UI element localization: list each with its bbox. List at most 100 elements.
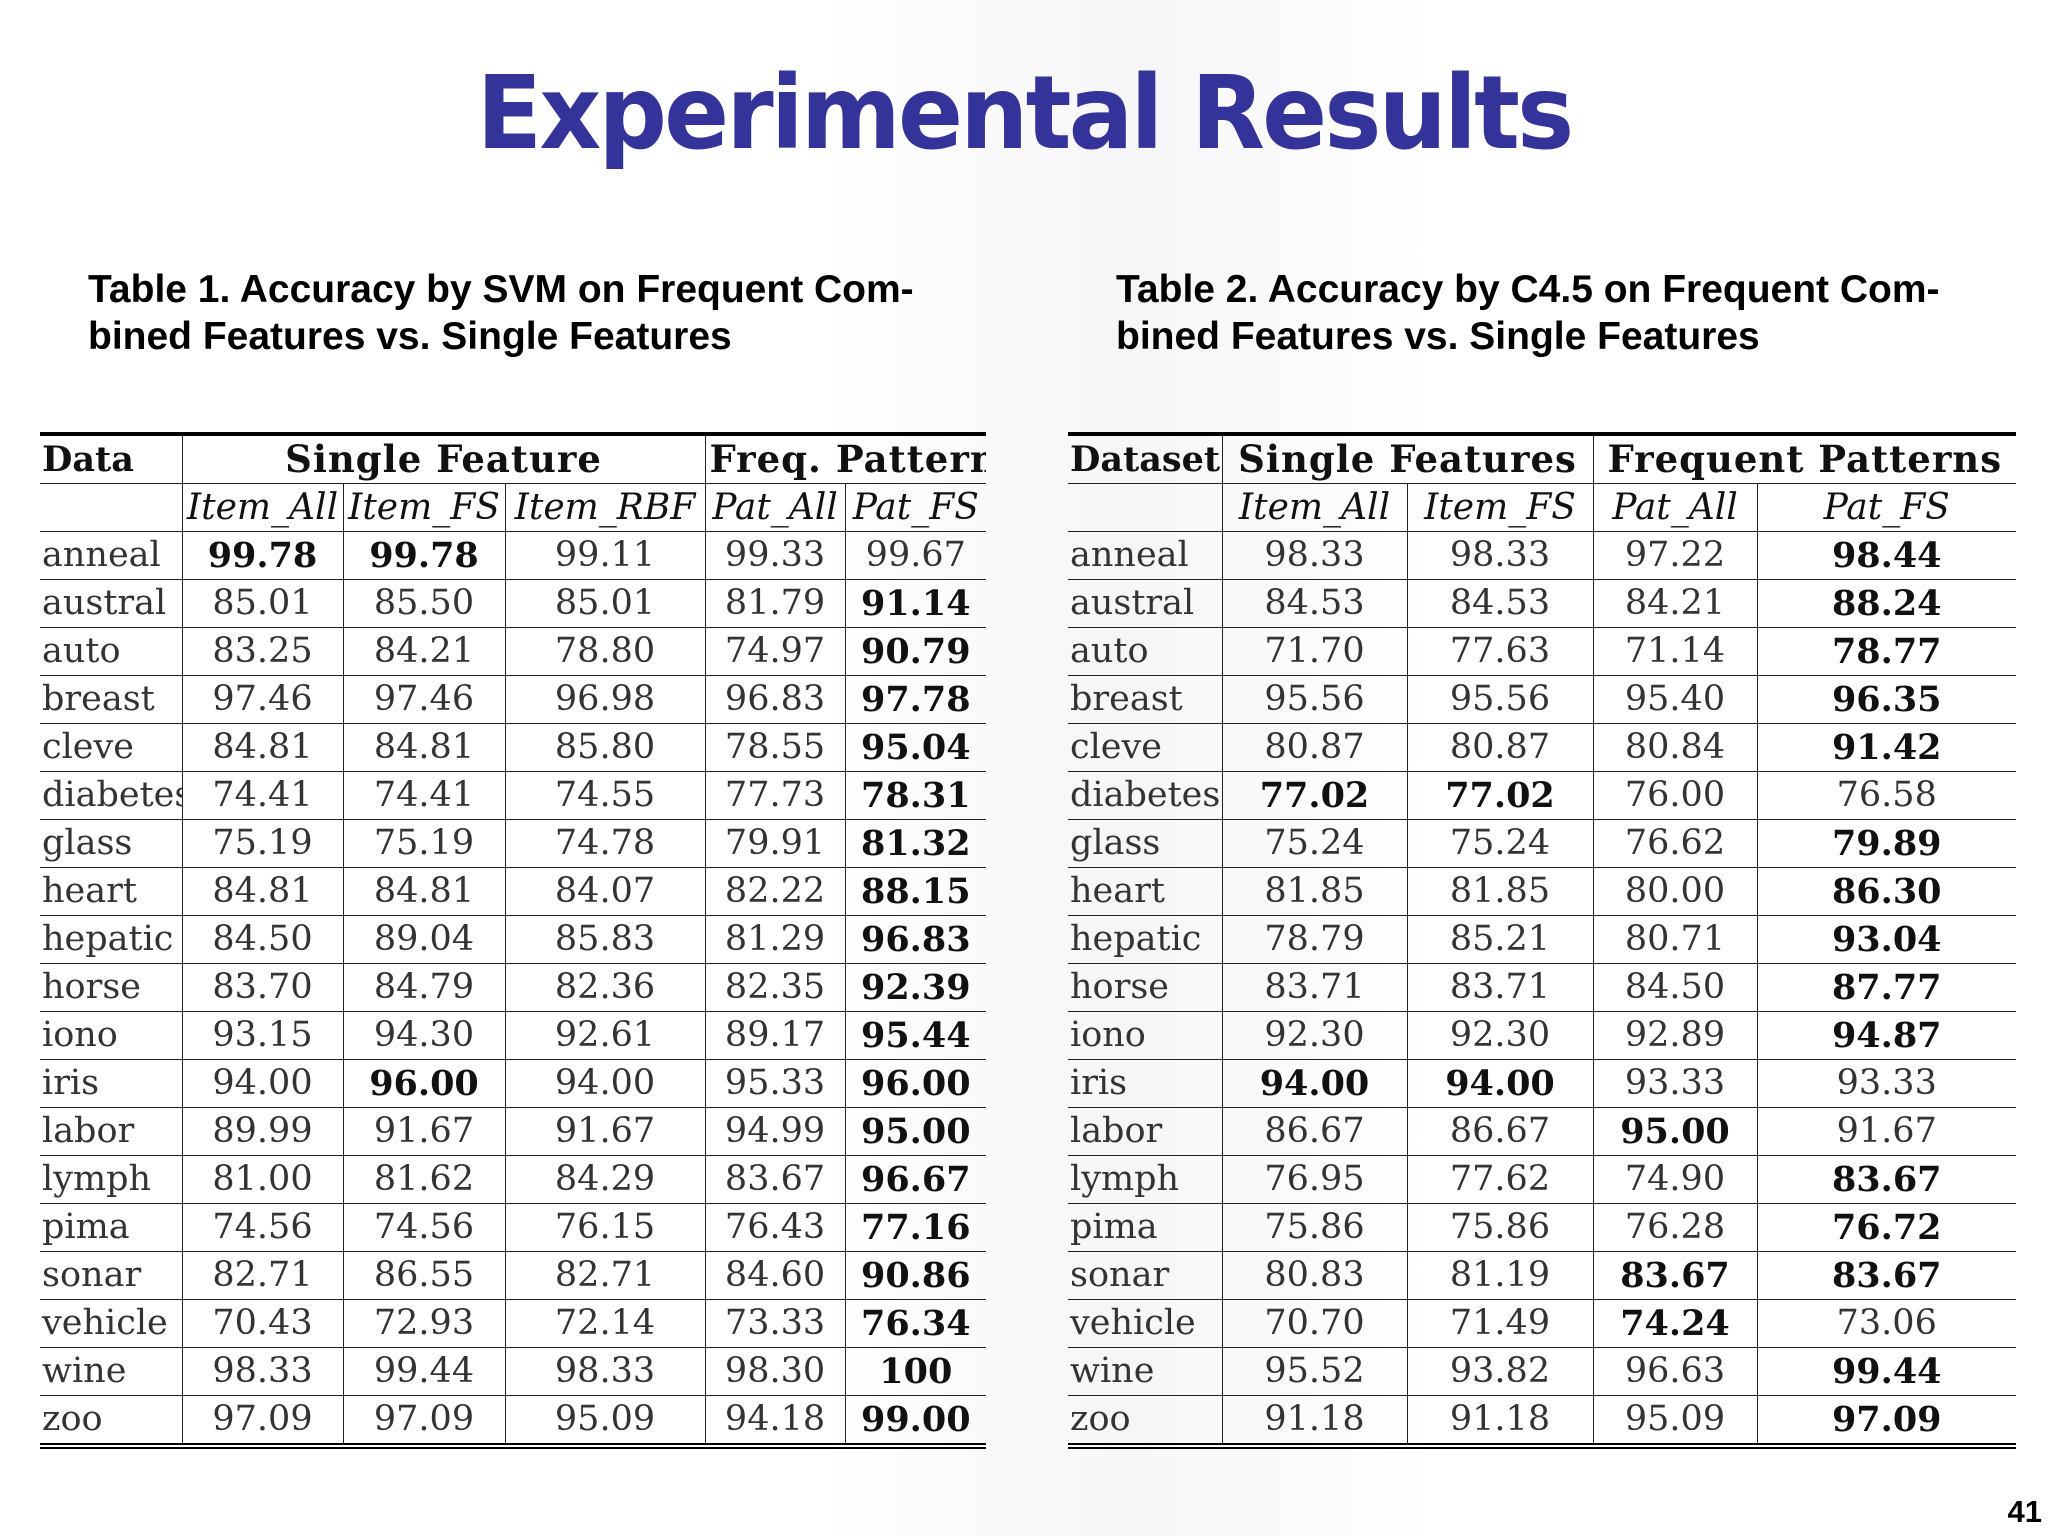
table-row: anneal 99.78 99.78 99.11 99.33 99.67 bbox=[40, 531, 987, 580]
dataset-name-cell: austral bbox=[40, 579, 182, 628]
dataset-name-cell: pima bbox=[40, 1203, 182, 1252]
accuracy-cell: 96.00 bbox=[844, 1059, 987, 1108]
table2-body: anneal 98.33 98.33 97.22 98.44 austral 84.53 84… bbox=[1068, 531, 2016, 1447]
accuracy-cell: 91.14 bbox=[844, 579, 987, 628]
table-row: iono 92.30 92.30 92.89 94.87 bbox=[1068, 1011, 2016, 1060]
item-fs-header: Item_FS bbox=[1406, 483, 1593, 532]
accuracy-cell: 84.81 bbox=[181, 723, 343, 772]
table-row: auto 83.25 84.21 78.80 74.97 90.79 bbox=[40, 627, 987, 676]
accuracy-cell: 83.67 bbox=[1592, 1251, 1757, 1300]
table-row: glass 75.19 75.19 74.78 79.91 81.32 bbox=[40, 819, 987, 868]
accuracy-cell: 95.44 bbox=[844, 1011, 987, 1060]
table-row: labor 89.99 91.67 91.67 94.99 95.00 bbox=[40, 1107, 987, 1156]
accuracy-cell: 87.77 bbox=[1756, 963, 2016, 1012]
table-header-row: Data Single Feature Freq. Pattern bbox=[40, 434, 987, 484]
svm-accuracy-table: Data Single Feature Freq. Pattern Item_A… bbox=[40, 432, 987, 1449]
dataset-name-cell: auto bbox=[40, 627, 182, 676]
accuracy-cell: 84.21 bbox=[1592, 579, 1757, 628]
accuracy-cell: 74.55 bbox=[504, 771, 706, 820]
dataset-name-cell: heart bbox=[1068, 867, 1222, 916]
accuracy-cell: 96.83 bbox=[844, 915, 987, 964]
table-subheader-row: Item_All Item_FS Item_RBF Pat_All Pat_FS bbox=[40, 483, 987, 532]
table-header-row: Dataset Single Features Frequent Pattern… bbox=[1068, 434, 2016, 484]
accuracy-cell: 81.29 bbox=[704, 915, 846, 964]
accuracy-cell: 92.39 bbox=[844, 963, 987, 1012]
accuracy-cell: 84.81 bbox=[342, 723, 505, 772]
accuracy-cell: 99.78 bbox=[181, 531, 343, 580]
accuracy-cell: 71.49 bbox=[1406, 1299, 1593, 1348]
table-row: breast 95.56 95.56 95.40 96.35 bbox=[1068, 675, 2016, 724]
table2-caption-line2: bined Features vs. Single Features bbox=[1116, 315, 1760, 358]
table-row: diabetes 74.41 74.41 74.55 77.73 78.31 bbox=[40, 771, 987, 820]
blank-header-cell bbox=[40, 483, 182, 532]
accuracy-cell: 80.71 bbox=[1592, 915, 1757, 964]
page-number: 41 bbox=[2007, 1494, 2042, 1529]
accuracy-cell: 77.73 bbox=[704, 771, 846, 820]
dataset-name-cell: wine bbox=[40, 1347, 182, 1396]
accuracy-cell: 74.97 bbox=[704, 627, 846, 676]
accuracy-cell: 99.67 bbox=[844, 531, 987, 580]
accuracy-cell: 93.04 bbox=[1756, 915, 2016, 964]
pat-fs-header: Pat_FS bbox=[1756, 483, 2016, 532]
accuracy-cell: 77.02 bbox=[1221, 771, 1407, 820]
accuracy-cell: 84.53 bbox=[1406, 579, 1593, 628]
accuracy-cell: 98.33 bbox=[1221, 531, 1407, 580]
accuracy-cell: 93.33 bbox=[1592, 1059, 1757, 1108]
accuracy-cell: 95.33 bbox=[704, 1059, 846, 1108]
accuracy-cell: 74.24 bbox=[1592, 1299, 1757, 1348]
dataset-column-header: Dataset bbox=[1068, 434, 1222, 484]
pat-all-header: Pat_All bbox=[1592, 483, 1757, 532]
accuracy-cell: 99.78 bbox=[342, 531, 505, 580]
dataset-name-cell: iris bbox=[40, 1059, 182, 1108]
accuracy-cell: 96.63 bbox=[1592, 1347, 1757, 1396]
blank-header-cell bbox=[1068, 483, 1222, 532]
accuracy-cell: 95.40 bbox=[1592, 675, 1757, 724]
accuracy-cell: 77.63 bbox=[1406, 627, 1593, 676]
accuracy-cell: 93.82 bbox=[1406, 1347, 1593, 1396]
table-row: zoo 91.18 91.18 95.09 97.09 bbox=[1068, 1395, 2016, 1447]
accuracy-cell: 81.00 bbox=[181, 1155, 343, 1204]
accuracy-cell: 100 bbox=[844, 1347, 987, 1396]
dataset-name-cell: iris bbox=[1068, 1059, 1222, 1108]
dataset-name-cell: heart bbox=[40, 867, 182, 916]
table-row: sonar 80.83 81.19 83.67 83.67 bbox=[1068, 1251, 2016, 1300]
accuracy-cell: 84.50 bbox=[181, 915, 343, 964]
accuracy-cell: 72.93 bbox=[342, 1299, 505, 1348]
table-row: cleve 80.87 80.87 80.84 91.42 bbox=[1068, 723, 2016, 772]
accuracy-cell: 81.79 bbox=[704, 579, 846, 628]
accuracy-cell: 97.78 bbox=[844, 675, 987, 724]
frequent-patterns-group-header: Frequent Patterns bbox=[1592, 434, 2016, 484]
accuracy-cell: 76.58 bbox=[1756, 771, 2016, 820]
table-row: wine 98.33 99.44 98.33 98.30 100 bbox=[40, 1347, 987, 1396]
pat-all-header: Pat_All bbox=[704, 483, 846, 532]
accuracy-cell: 97.09 bbox=[181, 1395, 343, 1447]
accuracy-cell: 79.89 bbox=[1756, 819, 2016, 868]
accuracy-cell: 89.04 bbox=[342, 915, 505, 964]
accuracy-cell: 99.33 bbox=[704, 531, 846, 580]
table2-caption: Table 2. Accuracy by C4.5 on Frequent Co… bbox=[1116, 266, 2016, 360]
accuracy-cell: 70.43 bbox=[181, 1299, 343, 1348]
dataset-name-cell: lymph bbox=[40, 1155, 182, 1204]
accuracy-cell: 73.06 bbox=[1756, 1299, 2016, 1348]
item-rbf-header: Item_RBF bbox=[504, 483, 706, 532]
accuracy-cell: 76.43 bbox=[704, 1203, 846, 1252]
accuracy-cell: 91.67 bbox=[342, 1107, 505, 1156]
accuracy-cell: 85.83 bbox=[504, 915, 706, 964]
table-row: pima 74.56 74.56 76.15 76.43 77.16 bbox=[40, 1203, 987, 1252]
accuracy-cell: 78.31 bbox=[844, 771, 987, 820]
accuracy-cell: 83.71 bbox=[1221, 963, 1407, 1012]
dataset-name-cell: labor bbox=[40, 1107, 182, 1156]
table-row: cleve 84.81 84.81 85.80 78.55 95.04 bbox=[40, 723, 987, 772]
dataset-name-cell: hepatic bbox=[40, 915, 182, 964]
accuracy-cell: 85.80 bbox=[504, 723, 706, 772]
accuracy-cell: 74.56 bbox=[181, 1203, 343, 1252]
accuracy-cell: 98.44 bbox=[1756, 531, 2016, 580]
accuracy-cell: 78.79 bbox=[1221, 915, 1407, 964]
accuracy-cell: 76.34 bbox=[844, 1299, 987, 1348]
accuracy-cell: 76.15 bbox=[504, 1203, 706, 1252]
accuracy-cell: 82.71 bbox=[504, 1251, 706, 1300]
accuracy-cell: 95.52 bbox=[1221, 1347, 1407, 1396]
dataset-name-cell: glass bbox=[1068, 819, 1222, 868]
accuracy-cell: 99.11 bbox=[504, 531, 706, 580]
accuracy-cell: 74.41 bbox=[181, 771, 343, 820]
